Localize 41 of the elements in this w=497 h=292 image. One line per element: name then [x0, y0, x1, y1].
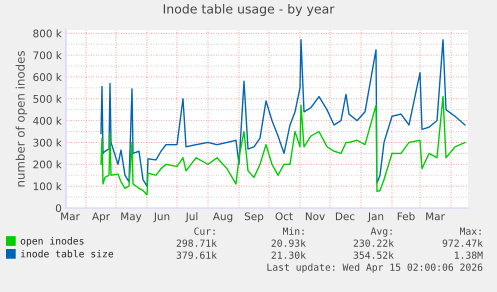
y-tick-label: 0	[56, 204, 62, 212]
x-tick-label: Jun	[153, 212, 170, 222]
text: 298.71k	[176, 239, 217, 247]
text: Last update: Wed Apr 15 02:00:06 2026	[267, 263, 482, 273]
line-series	[100, 39, 466, 187]
x-tick-label: Jul	[185, 212, 198, 222]
text: 354.52k	[354, 251, 394, 259]
x-tick-label: Dec	[336, 212, 354, 220]
text: Avg:	[370, 228, 392, 237]
text: 21.30k	[272, 251, 306, 259]
x-tick-label: May	[121, 212, 142, 222]
y-tick-label: 500 k	[33, 94, 62, 103]
x-tick-label: Nov	[306, 212, 325, 220]
y-tick-label: 200 k	[33, 160, 62, 168]
line-series	[100, 96, 466, 196]
x-tick-label: Oct	[276, 212, 293, 220]
x-tick-label: Feb	[398, 212, 415, 220]
legend-label: inode table size	[20, 250, 114, 258]
x-tick-label: Sep	[244, 212, 264, 222]
legend-label: open inodes	[20, 237, 84, 246]
text: Max:	[460, 228, 481, 235]
y-tick-label: 100 k	[34, 182, 62, 190]
x-tick-label: Aug	[212, 212, 232, 222]
y-tick-label: 300 k	[33, 138, 62, 147]
text: Min:	[282, 227, 304, 235]
x-tick-label: Mar	[61, 212, 80, 220]
y-tick-label: 800 k	[33, 29, 62, 38]
y-tick-label: 600 k	[33, 73, 62, 82]
y-axis-title: number of open inodes	[16, 51, 28, 186]
x-tick-label: Mar	[426, 212, 445, 220]
y-tick-label: 400 k	[33, 116, 62, 125]
text: 20.93k	[272, 239, 306, 247]
x-tick-label: Apr	[92, 212, 110, 222]
y-tick-label: 700 k	[33, 51, 62, 60]
text: 972.47k	[442, 239, 483, 247]
text: Cur:	[194, 227, 215, 235]
text: 379.61k	[176, 251, 217, 259]
x-tick-label: Jan	[367, 212, 384, 222]
chart-title: Inode table usage - by year	[164, 4, 334, 16]
text: 230.22k	[354, 239, 394, 247]
text: 1.38M	[454, 251, 483, 259]
